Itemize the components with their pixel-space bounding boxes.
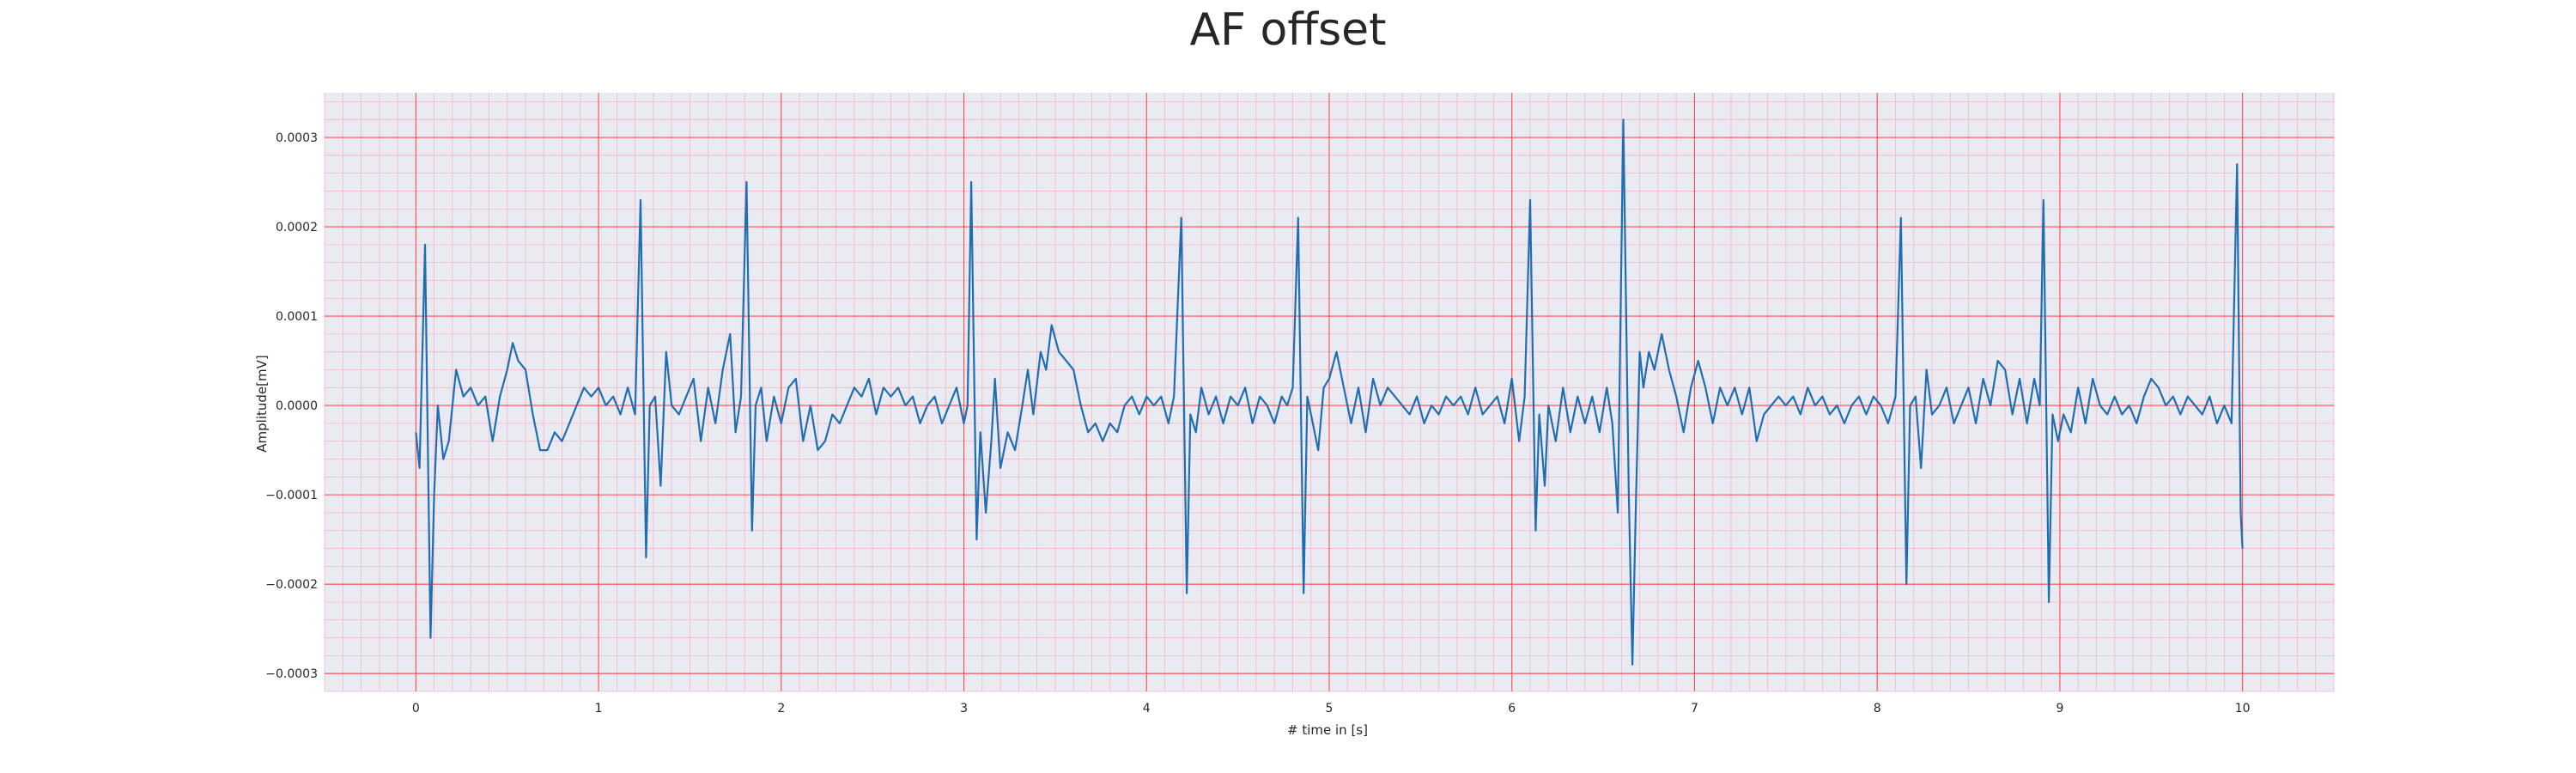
y-tick-label: −0.0001 <box>265 489 318 502</box>
y-tick-label: 0.0000 <box>276 399 318 413</box>
y-tick-label: −0.0002 <box>265 578 318 592</box>
x-tick-label: 10 <box>2235 702 2251 715</box>
x-axis-ticks: 0 1 2 3 4 5 6 7 8 9 10 <box>412 702 2251 715</box>
x-tick-label: 8 <box>1874 702 1881 715</box>
x-tick-label: 4 <box>1143 702 1151 715</box>
x-axis-label: # time in [s] <box>1287 722 1368 738</box>
y-tick-label: 0.0002 <box>276 221 318 234</box>
x-tick-label: 3 <box>960 702 968 715</box>
major-grid <box>325 93 2334 691</box>
chart-title: AF offset <box>1189 4 1386 56</box>
x-tick-label: 5 <box>1326 702 1334 715</box>
y-axis-label: Amplitude[mV] <box>254 355 270 452</box>
x-tick-label: 9 <box>2056 702 2063 715</box>
x-tick-label: 0 <box>412 702 420 715</box>
y-tick-label: 0.0003 <box>276 131 318 145</box>
y-tick-label: −0.0003 <box>265 667 318 681</box>
y-tick-label: 0.0001 <box>276 310 318 324</box>
y-axis-ticks: −0.0003 −0.0002 −0.0001 0.0000 0.0001 0.0002 0… <box>265 131 318 681</box>
x-tick-label: 2 <box>777 702 785 715</box>
x-tick-label: 1 <box>595 702 603 715</box>
series-line <box>415 119 2244 666</box>
x-tick-label: 7 <box>1691 702 1698 715</box>
x-tick-label: 6 <box>1508 702 1516 715</box>
